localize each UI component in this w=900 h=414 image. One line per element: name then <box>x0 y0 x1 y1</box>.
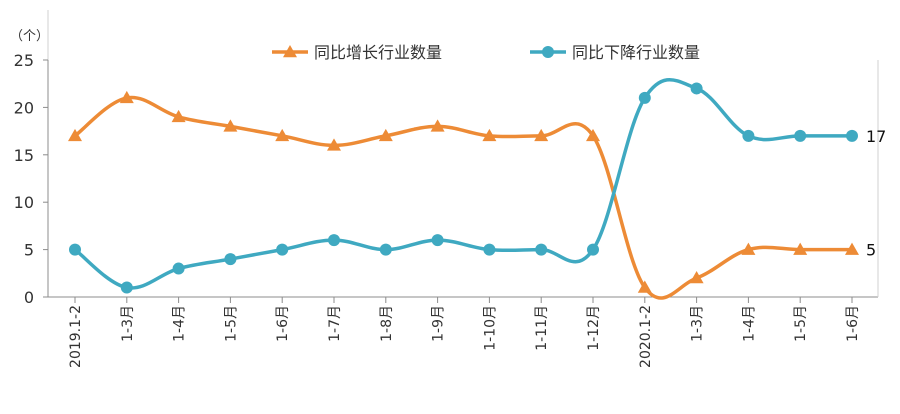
x-tick-label-14: 1-5月 <box>793 305 809 342</box>
x-tick-label-0: 2019.1-2 <box>68 305 84 368</box>
end-label-series-1: 17 <box>866 127 886 146</box>
series-1-point-6 <box>379 243 392 256</box>
x-tick-label-5: 1-7月 <box>327 305 343 342</box>
series-1-point-2 <box>172 262 185 275</box>
series-0-point-1 <box>119 90 134 104</box>
series-1-point-11 <box>638 91 651 104</box>
legend-swatch-marker-0 <box>283 45 297 58</box>
end-label-series-0: 5 <box>866 241 876 260</box>
series-0-point-3 <box>223 119 238 132</box>
series-0-point-6 <box>378 128 393 142</box>
x-tick-label-1: 1-3月 <box>120 305 136 342</box>
series-0-point-9 <box>534 128 549 142</box>
series-0-point-4 <box>275 128 290 142</box>
x-tick-label-7: 1-9月 <box>431 305 447 342</box>
x-tick-label-12: 1-3月 <box>690 305 706 342</box>
series-0-point-10 <box>586 128 600 142</box>
x-tick-label-2: 1-4月 <box>172 305 188 342</box>
series-1-point-0 <box>69 243 81 256</box>
series-1-point-10 <box>587 243 599 256</box>
series-0-point-8 <box>482 128 497 142</box>
series-1-point-1 <box>120 281 133 294</box>
x-tick-label-9: 1-11月 <box>534 305 550 351</box>
series-1-point-12 <box>690 82 703 95</box>
series-0-point-2 <box>171 109 186 123</box>
x-tick-label-15: 1-6月 <box>845 305 861 342</box>
series-0-point-15 <box>845 242 859 255</box>
x-tick-label-10: 1-12月 <box>586 305 602 351</box>
x-tick-label-3: 1-5月 <box>223 305 239 342</box>
series-0-point-5 <box>327 138 341 151</box>
x-tick-label-4: 1-6月 <box>275 305 291 342</box>
y-tick-label-10: 10 <box>14 193 34 212</box>
series-1-point-3 <box>224 253 237 266</box>
x-tick-label-13: 1-4月 <box>741 305 757 342</box>
legend-swatch-marker-1 <box>542 46 554 58</box>
x-tick-label-6: 1-8月 <box>379 305 395 342</box>
series-0-point-11 <box>637 280 652 293</box>
series-0-point-14 <box>793 242 808 255</box>
y-tick-label-20: 20 <box>14 98 34 117</box>
y-tick-label-0: 0 <box>24 288 34 307</box>
series-1-point-15 <box>846 129 858 142</box>
x-tick-label-8: 1-10月 <box>482 305 498 351</box>
legend-label-1: 同比下降行业数量 <box>572 43 700 62</box>
x-tick-label-11: 2020.1-2 <box>638 305 654 368</box>
y-tick-label-25: 25 <box>14 51 34 70</box>
series-0-point-13 <box>741 242 756 255</box>
series-1-point-4 <box>276 243 289 256</box>
series-0-point-7 <box>430 119 445 132</box>
y-unit-label: （个） <box>10 29 49 44</box>
series-1-point-8 <box>483 243 496 256</box>
y-tick-label-5: 5 <box>24 241 34 260</box>
series-1-point-5 <box>328 234 340 247</box>
series-1-point-14 <box>794 129 807 142</box>
y-tick-label-15: 15 <box>14 146 34 165</box>
series-1-point-7 <box>431 234 444 247</box>
legend-label-0: 同比增长行业数量 <box>314 43 442 62</box>
series-1-point-9 <box>535 243 548 256</box>
series-0-point-0 <box>68 128 82 142</box>
series-0-point-12 <box>689 271 704 284</box>
series-1-point-13 <box>742 129 755 142</box>
